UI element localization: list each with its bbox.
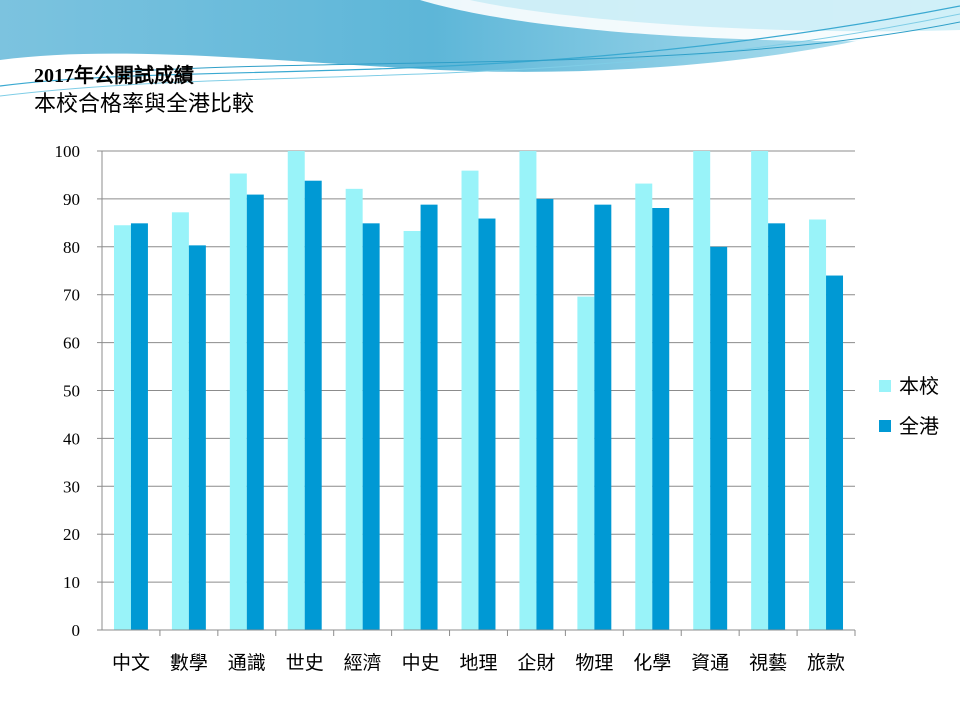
y-tick-label: 30: [63, 477, 80, 496]
y-tick-label: 60: [63, 334, 80, 353]
x-tick-label: 地理: [459, 652, 497, 674]
bar-全港-數學: [188, 245, 206, 630]
bar-本校-中文: [113, 225, 131, 630]
bar-本校-中史: [403, 230, 421, 631]
bar-全港-通識: [246, 194, 264, 631]
x-tick-label: 化學: [633, 652, 671, 674]
bar-全港-中文: [130, 223, 148, 631]
header-banner: [0, 0, 960, 97]
x-tick-label: 中史: [402, 652, 440, 674]
bar-全港-世史: [304, 180, 322, 630]
axes: [97, 150, 856, 636]
legend-label-本校: 本校: [899, 374, 939, 398]
bar-本校-企財: [519, 151, 537, 630]
x-tick-label: 資通: [691, 652, 729, 674]
y-tick-label: 100: [55, 142, 81, 161]
y-tick-label: 20: [63, 525, 80, 544]
bar-本校-世史: [287, 151, 305, 630]
bar-本校-地理: [461, 170, 479, 631]
bar-本校-旅款: [809, 219, 827, 630]
bar-本校-通識: [229, 173, 247, 630]
bar-本校-經濟: [345, 188, 363, 630]
bar-全港-物理: [594, 204, 612, 630]
bar-本校-化學: [635, 183, 653, 630]
bar-全港-經濟: [362, 223, 380, 631]
x-tick-label: 視藝: [749, 652, 787, 674]
bar-本校-物理: [577, 296, 595, 630]
y-tick-label: 50: [63, 382, 80, 401]
x-tick-label: 世史: [286, 652, 324, 674]
slide-title: 2017年公開試成績: [34, 65, 194, 87]
bar-全港-資通: [710, 246, 728, 631]
legend-label-全港: 全港: [899, 414, 939, 438]
bar-全港-化學: [652, 208, 670, 630]
x-tick-label: 數學: [170, 652, 208, 674]
bar-全港-企財: [536, 198, 554, 630]
x-axis-ticks: 中文 數學 通識 世史 經濟 中史 地理 企財 物理 化學 資通 視藝 旅款: [112, 652, 845, 674]
bar-本校-視藝: [751, 151, 769, 630]
bar-全港-旅款: [826, 275, 844, 630]
x-tick-label: 企財: [517, 652, 555, 674]
x-tick-label: 經濟: [344, 652, 382, 674]
x-tick-label: 旅款: [807, 652, 845, 674]
bar-全港-中史: [420, 204, 438, 630]
bar-本校-數學: [171, 212, 189, 630]
y-axis-ticks: 0 10 20 30 40 50 60 70 80 90 100: [55, 142, 81, 640]
y-tick-label: 90: [63, 190, 80, 209]
legend-swatch-本校: [879, 380, 891, 392]
y-tick-label: 10: [63, 573, 80, 592]
bar-本校-資通: [693, 151, 711, 630]
x-tick-label: 中文: [112, 652, 150, 674]
bars: [113, 151, 844, 631]
slide-subtitle: 本校合格率與全港比較: [34, 91, 255, 116]
x-tick-label: 物理: [575, 652, 613, 674]
y-tick-label: 40: [63, 429, 80, 448]
bar-全港-視藝: [768, 223, 786, 631]
x-tick-label: 通識: [228, 652, 266, 674]
y-tick-label: 70: [63, 286, 80, 305]
legend-swatch-全港: [879, 420, 891, 432]
bar-全港-地理: [478, 218, 496, 630]
y-tick-label: 80: [63, 238, 80, 257]
y-tick-label: 0: [72, 621, 81, 640]
